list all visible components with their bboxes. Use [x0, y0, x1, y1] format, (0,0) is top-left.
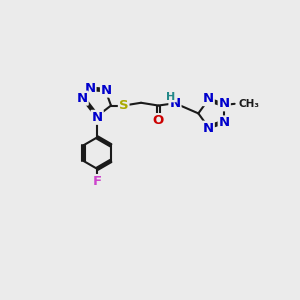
Text: O: O — [153, 114, 164, 127]
Text: N: N — [92, 111, 103, 124]
Text: N: N — [84, 82, 95, 95]
Text: N: N — [169, 97, 181, 110]
Text: CH₃: CH₃ — [238, 99, 259, 109]
Text: N: N — [219, 116, 230, 130]
Text: N: N — [203, 92, 214, 105]
Text: S: S — [119, 99, 128, 112]
Text: N: N — [203, 122, 214, 135]
Text: H: H — [166, 92, 176, 102]
Text: N: N — [101, 84, 112, 97]
Text: F: F — [93, 175, 102, 188]
Text: N: N — [219, 97, 230, 110]
Text: N: N — [76, 92, 88, 105]
